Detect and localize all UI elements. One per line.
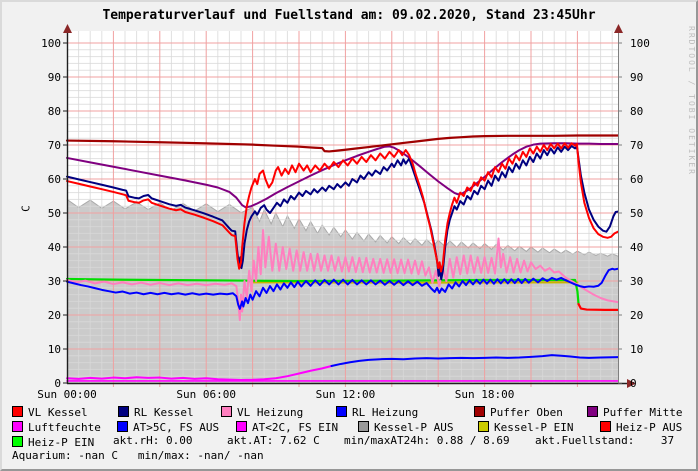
legend-item-puffer-mitte: Puffer Mitte [587, 405, 682, 419]
series-heiz-p-aus [577, 303, 620, 311]
x-tick-label: Sun 06:00 [176, 388, 236, 401]
series-heiz-p-ein [65, 277, 580, 306]
y-tick-label-left: 100 [41, 37, 61, 50]
series-kessel-p-aus-area [67, 199, 618, 383]
legend-label: akt.rH: 0.00 [113, 434, 193, 447]
y-tick-label-left: 20 [47, 309, 61, 322]
y-tick-label-right: 10 [630, 343, 644, 356]
series-at-unter-2c [66, 365, 333, 381]
legend-swatch-icon [118, 406, 129, 417]
x-tick-label: Sun 00:00 [37, 388, 97, 401]
legend-label: Puffer Mitte [603, 406, 683, 419]
series-rl-heizung [66, 267, 619, 310]
legend-label: Heiz-P AUS [616, 421, 683, 434]
legend-swatch-icon [587, 406, 598, 417]
legend-label: VL Heizung [237, 406, 304, 419]
y-tick-label-left: 50 [47, 207, 61, 220]
y-tick-label-left: 70 [47, 139, 61, 152]
legend-label: Luftfeuchte [28, 421, 101, 434]
y-tick-label-right: 0 [630, 377, 637, 390]
legend-label: AT<2C, FS EIN [252, 421, 339, 434]
legend-swatch-icon [12, 421, 23, 432]
series-puffer-oben [65, 134, 620, 153]
legend-swatch-icon [221, 406, 232, 417]
legend-item-heiz-p-aus: Heiz-P AUS [600, 420, 682, 434]
y-tick-label-left: 60 [47, 173, 61, 186]
legend-label: Puffer Oben [490, 406, 563, 419]
series-puffer-mitte [66, 142, 619, 209]
y-tick-label-left: 10 [47, 343, 61, 356]
x-tick-label: Sun 18:00 [454, 388, 515, 401]
legend-label: RL Heizung [352, 406, 419, 419]
legend-item-at-2c-fs-ein: AT<2C, FS EIN [236, 420, 338, 434]
series-vl-kessel [66, 142, 619, 273]
chart-title: Temperaturverlauf und Fuellstand am: 09.… [102, 8, 596, 23]
legend-label: akt.AT: 7.62 C [227, 434, 320, 447]
series-at-ueber-5c [330, 354, 619, 367]
y-tick-label-right: 30 [630, 275, 644, 288]
y-tick-label-right: 20 [630, 309, 644, 322]
legend-label: AT>5C, FS AUS [133, 421, 220, 434]
legend-item-luftfeuchte: Luftfeuchte [12, 420, 101, 434]
legend-label: VL Kessel [28, 406, 88, 419]
y-tick-label-right: 70 [630, 139, 644, 152]
legend-swatch-icon [474, 406, 485, 417]
y-tick-label-left: 80 [47, 105, 61, 118]
y-tick-label-left: 0 [54, 377, 61, 390]
legend-item-akt-at-7-62-c: akt.AT: 7.62 C [227, 435, 320, 447]
rrdtool-watermark: RRDTOOL / TOBI OETIKER [687, 26, 696, 176]
legend-swatch-icon [478, 421, 489, 432]
legend-swatch-icon [600, 421, 611, 432]
legend-label: min/maxAT24h: 0.88 / 8.69 [344, 434, 510, 447]
legend-item-min-maxat24h-0-88-8-69: min/maxAT24h: 0.88 / 8.69 [344, 435, 510, 447]
legend-label: Kessel-P EIN [494, 421, 574, 434]
legend-item-vl-heizung: VL Heizung [221, 405, 303, 419]
legend-label: Heiz-P EIN [28, 436, 95, 449]
series-vl-heizung [66, 229, 619, 322]
legend-label: Kessel-P AUS [374, 421, 454, 434]
legend-label: Aquarium: -nan C min/max: -nan/ -nan [12, 449, 264, 462]
legend-swatch-icon [12, 406, 23, 417]
legend-item-akt-rh-0-00: akt.rH: 0.00 [113, 435, 192, 447]
y-tick-label-right: 40 [630, 241, 644, 254]
y-axis-arrow-icon [63, 24, 72, 33]
x-axis-arrow-icon [627, 379, 636, 388]
legend-item-at-5c-fs-aus: AT>5C, FS AUS [117, 420, 219, 434]
legend-item-kessel-p-ein: Kessel-P EIN [478, 420, 573, 434]
y-tick-label-left: 30 [47, 275, 61, 288]
legend-item-rl-kessel: RL Kessel [118, 405, 194, 419]
legend-swatch-icon [117, 421, 128, 432]
y-tick-label-left: 90 [47, 71, 61, 84]
legend-item-aquarium-nan-c-min-max-nan-nan: Aquarium: -nan C min/max: -nan/ -nan [12, 450, 264, 462]
legend-item-vl-kessel: VL Kessel [12, 405, 88, 419]
legend-label: akt.Fuellstand: 37 [535, 434, 675, 447]
legend-swatch-icon [358, 421, 369, 432]
y-tick-label-right: 50 [630, 207, 644, 220]
y-tick-label-left: 40 [47, 241, 61, 254]
y-tick-label-right: 100 [630, 37, 650, 50]
y-tick-label-right: 60 [630, 173, 644, 186]
legend-swatch-icon [12, 436, 23, 447]
y-tick-label-right: 90 [630, 71, 644, 84]
x-tick-label: Sun 12:00 [315, 388, 376, 401]
legend-item-kessel-p-aus: Kessel-P AUS [358, 420, 453, 434]
right-border-arrow-icon [614, 24, 623, 33]
y-tick-label-right: 80 [630, 105, 644, 118]
legend-item-heiz-p-ein: Heiz-P EIN [12, 435, 94, 449]
legend-label: RL Kessel [134, 406, 194, 419]
legend-item-akt-fuellstand-37: akt.Fuellstand: 37 [535, 435, 674, 447]
legend-item-rl-heizung: RL Heizung [336, 405, 418, 419]
legend-swatch-icon [336, 406, 347, 417]
legend-swatch-icon [236, 421, 247, 432]
legend-item-puffer-oben: Puffer Oben [474, 405, 563, 419]
series-rl-kessel [66, 145, 619, 281]
